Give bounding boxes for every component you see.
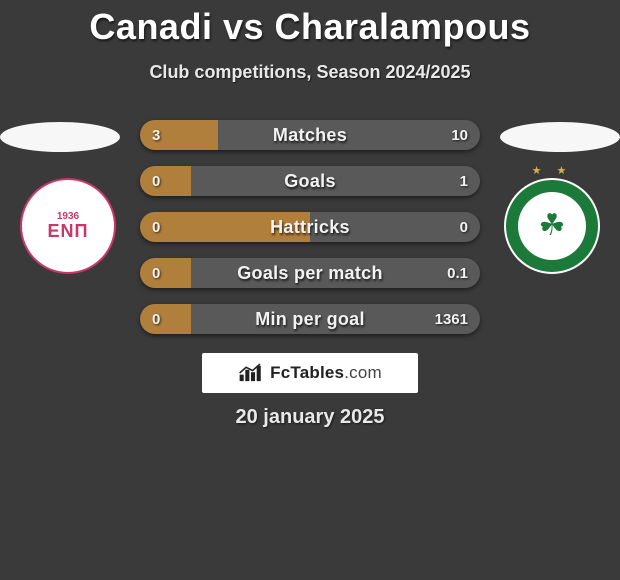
stat-label: Hattricks [140,212,480,242]
stat-label: Goals per match [140,258,480,288]
watermark: FcTables.com [202,353,418,393]
club-right-stars: ★ ★ [532,164,573,177]
comparison-date: 20 january 2025 [0,406,620,429]
stat-row: 00.1Goals per match [140,258,480,288]
player-base-right [500,122,620,152]
stat-row: 01Goals [140,166,480,196]
stat-row: 01361Min per goal [140,304,480,334]
player-base-left [0,122,120,152]
stats-rows: 310Matches 01Goals 00Hattricks 00.1Goals pe… [140,120,480,350]
stat-row: 310Matches [140,120,480,150]
stat-label: Matches [140,120,480,150]
subtitle: Club competitions, Season 2024/2025 [0,62,620,83]
stat-label: Min per goal [140,304,480,334]
shamrock-icon: ☘ [539,211,566,241]
stat-row: 00Hattricks [140,212,480,242]
club-left-label: 1936 ΕΝΠ [47,212,88,240]
club-badge-right: ★ ★ ☘ [504,178,600,274]
comparison-card: Canadi vs Charalampous Club competitions… [0,0,620,580]
bars-icon [238,362,264,384]
stat-label: Goals [140,166,480,196]
page-title: Canadi vs Charalampous [0,0,620,48]
club-badge-left: 1936 ΕΝΠ [20,178,116,274]
club-right-inner: ☘ [518,192,586,260]
watermark-text: FcTables.com [270,363,382,383]
